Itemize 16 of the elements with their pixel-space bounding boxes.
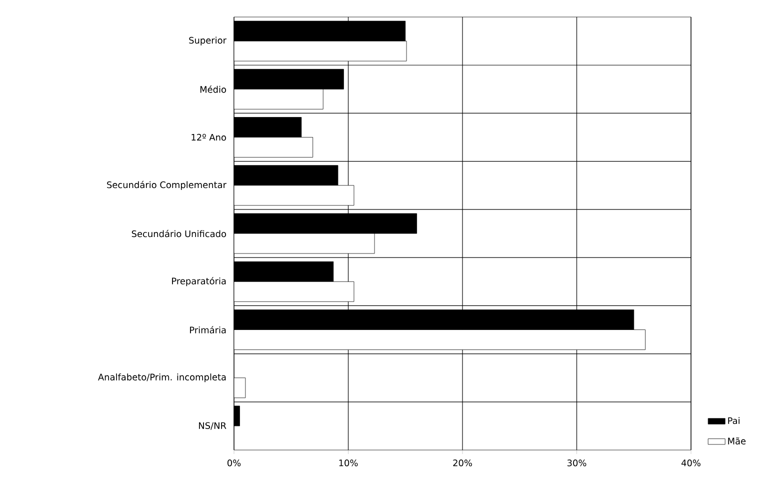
x-tick-label: 20% [453,460,472,466]
x-tick-label: 10% [339,460,358,466]
y-tick-label: 12º Ano [192,134,226,141]
y-tick-label: Superior [189,36,226,46]
y-tick-label: Secundário Complementar [107,180,226,190]
x-tick-label: 0% [227,460,241,466]
legend-label: Mãe [728,437,746,444]
legend-label: Pai [728,417,740,424]
y-tick-label: Preparatória [172,277,226,286]
x-tick-label: 40% [681,460,700,466]
y-tick-label: Médio [200,86,226,93]
y-tick-label: Analfabeto/Prim. incompleta [98,374,226,382]
y-tick-label: NS/NR [199,422,226,430]
y-tick-label: Primária [190,326,226,334]
x-tick-label: 30% [567,460,586,466]
y-tick-label: Secundário Unificado [132,230,226,238]
